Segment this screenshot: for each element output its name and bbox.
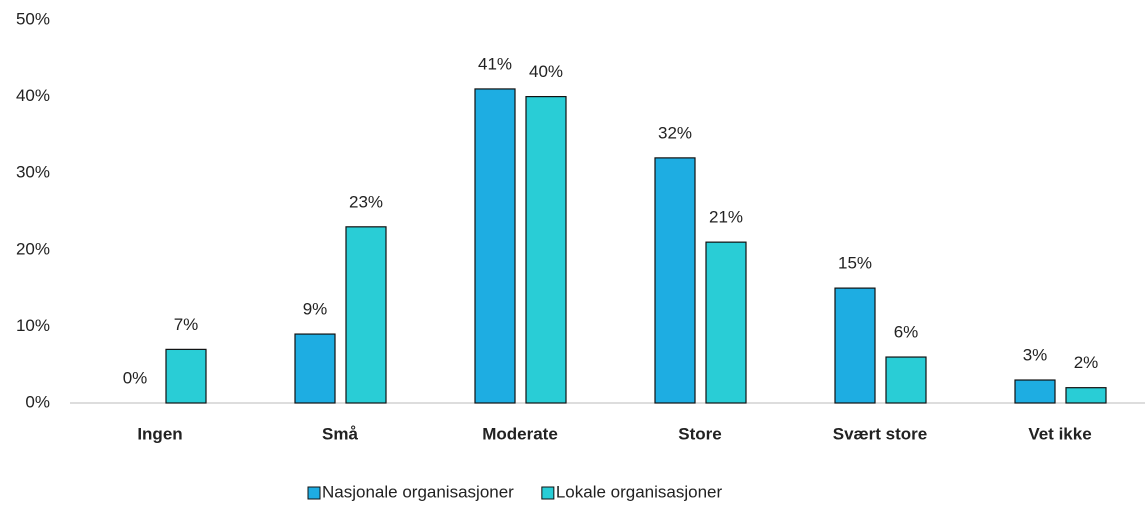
x-tick-label: Store bbox=[678, 424, 721, 443]
value-label: 21% bbox=[709, 208, 743, 227]
y-tick-label: 0% bbox=[25, 392, 50, 411]
y-tick-label: 40% bbox=[16, 86, 50, 105]
legend-label: Lokale organisasjoner bbox=[556, 482, 723, 501]
value-label: 0% bbox=[123, 368, 148, 387]
value-label: 2% bbox=[1074, 353, 1099, 372]
bar bbox=[345, 226, 387, 404]
value-label: 23% bbox=[349, 192, 383, 211]
bar bbox=[294, 333, 336, 404]
value-label: 40% bbox=[529, 62, 563, 81]
value-label: 3% bbox=[1023, 346, 1048, 365]
value-label: 41% bbox=[478, 54, 512, 73]
x-tick-label: Moderate bbox=[482, 424, 558, 443]
legend-swatch bbox=[307, 486, 321, 500]
bar bbox=[1065, 387, 1107, 404]
legend-swatch bbox=[541, 486, 555, 500]
value-label: 6% bbox=[894, 323, 919, 342]
bar bbox=[885, 356, 927, 404]
value-label: 32% bbox=[658, 123, 692, 142]
bar bbox=[834, 287, 876, 404]
y-tick-label: 30% bbox=[16, 163, 50, 182]
x-tick-label: Vet ikke bbox=[1028, 424, 1091, 443]
value-label: 9% bbox=[303, 300, 328, 319]
x-tick-label: Små bbox=[322, 424, 358, 443]
y-tick-label: 20% bbox=[16, 239, 50, 258]
bar bbox=[654, 157, 696, 404]
x-tick-label: Ingen bbox=[137, 424, 182, 443]
value-label: 15% bbox=[838, 254, 872, 273]
bar bbox=[705, 241, 747, 404]
bar bbox=[474, 88, 516, 404]
x-tick-label: Svært store bbox=[833, 424, 927, 443]
legend-label: Nasjonale organisasjoner bbox=[322, 482, 514, 501]
bar bbox=[525, 95, 567, 404]
bar bbox=[165, 348, 207, 404]
y-tick-label: 10% bbox=[16, 316, 50, 335]
value-label: 7% bbox=[174, 315, 199, 334]
bar bbox=[1014, 379, 1056, 404]
y-tick-label: 50% bbox=[16, 9, 50, 28]
